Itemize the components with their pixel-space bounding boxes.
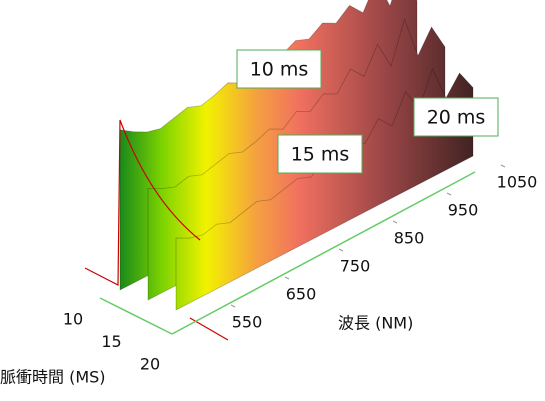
- x-tick-label: 750: [340, 257, 371, 276]
- decor-line: [84, 119, 201, 286]
- annotation-box: [413, 97, 499, 137]
- z-tick-label: 15: [101, 332, 121, 351]
- series-label: 10 ms: [250, 59, 309, 81]
- annotation-box: [236, 49, 322, 89]
- x-tick: [338, 248, 344, 252]
- x-tick-label: 550: [232, 313, 263, 332]
- x-tick: [392, 220, 398, 224]
- series-label: 20 ms: [427, 107, 486, 129]
- depth-axis: [99, 297, 173, 335]
- x-axis-label: 波長 (NM): [338, 314, 413, 333]
- x-tick-label: 650: [286, 285, 317, 304]
- z-axis-label: 脈衝時間 (MS): [0, 368, 106, 387]
- z-tick-label: 10: [63, 310, 83, 329]
- x-tick: [446, 192, 452, 196]
- z-tick-label: 20: [140, 355, 160, 374]
- x-tick: [230, 304, 236, 308]
- x-tick: [284, 276, 290, 280]
- x-axis: [171, 171, 476, 335]
- series-label: 15 ms: [291, 144, 350, 166]
- x-tick-label: 1050: [497, 173, 538, 192]
- x-tick-label: 850: [394, 229, 425, 248]
- x-tick-label: 950: [448, 201, 479, 220]
- x-tick: [500, 164, 506, 168]
- annotation-box: [277, 134, 363, 174]
